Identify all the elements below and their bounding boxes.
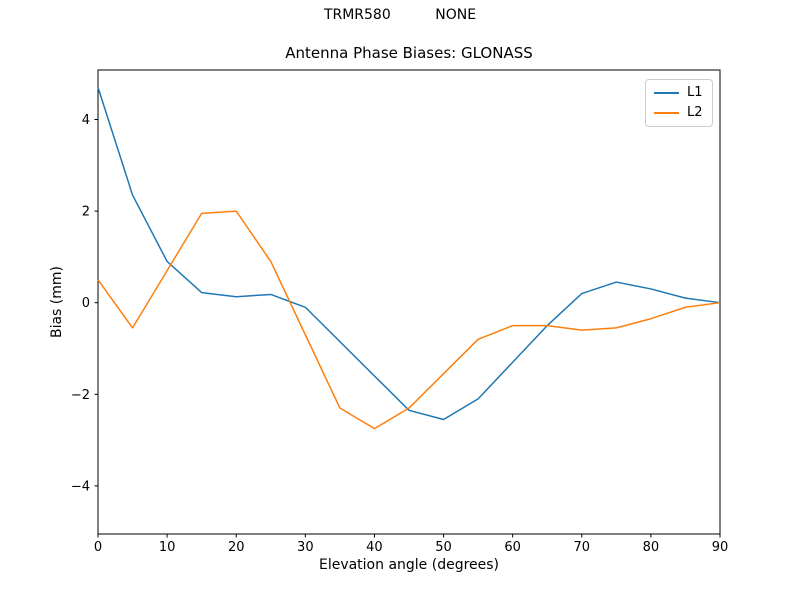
x-tick-label: 20 [228,540,245,555]
legend-label-l1: L1 [687,85,703,100]
y-tick-label: −4 [71,479,90,494]
y-tick-label: 0 [82,296,90,311]
x-tick-label: 80 [643,540,660,555]
y-tick-label: 2 [82,205,90,220]
x-tick-label: 40 [366,540,383,555]
series-l2-line [97,210,721,430]
x-tick-label: 30 [297,540,314,555]
series-l1-line [97,87,721,421]
legend-entry-l1: L1 [654,85,703,100]
figure-suptitle: TRMR580 NONE [323,7,477,23]
legend-line-swatch-l1 [654,91,679,94]
axes-frame [97,69,721,535]
legend: L1 L2 [645,79,713,127]
x-tick-label: 10 [159,540,176,555]
x-tick-label: 60 [504,540,521,555]
x-tick-label: 50 [435,540,452,555]
chart-title: Antenna Phase Biases: GLONASS [285,44,533,62]
y-tick-label: 4 [82,113,90,128]
x-tick-label: 90 [712,540,729,555]
x-axis-label: Elevation angle (degrees) [318,557,500,573]
legend-line-swatch-l2 [654,111,679,114]
x-tick-label: 0 [94,540,102,555]
x-tick-label: 70 [574,540,591,555]
legend-label-l2: L2 [687,105,703,120]
y-tick-label: −2 [71,388,90,403]
y-axis-label: Bias (mm) [49,265,65,339]
legend-entry-l2: L2 [654,105,703,120]
